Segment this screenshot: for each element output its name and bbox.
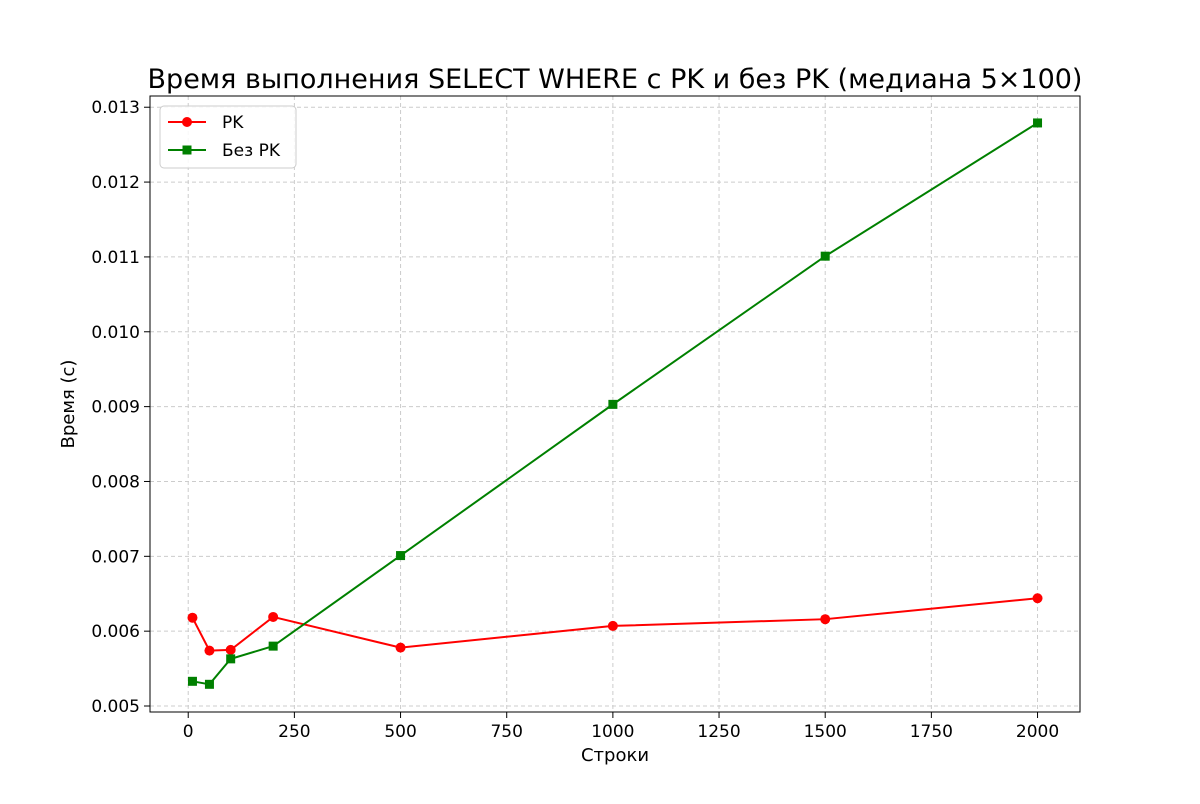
y-tick-label: 0.012 [91, 173, 140, 193]
data-point [268, 641, 278, 651]
y-axis-ticks: 0.005 0.006 0.007 0.008 0.009 0.010 0.011 0.012… [91, 98, 150, 717]
x-axis-ticks: 0 250 500 750 1000 1250 1500 1750 2000 [183, 712, 1059, 742]
data-point [1032, 593, 1043, 604]
x-tick-label: 1500 [804, 722, 847, 742]
data-point [607, 620, 618, 631]
data-point [395, 642, 406, 653]
x-tick-label: 1000 [591, 722, 634, 742]
x-tick-label: 250 [278, 722, 310, 742]
data-point [187, 676, 197, 686]
data-point [820, 614, 831, 625]
data-point [187, 612, 198, 623]
data-point [820, 251, 830, 261]
legend-item: PK [168, 113, 244, 133]
data-point [204, 645, 215, 656]
chart-title: Время выполнения SELECT WHERE с PK и без… [148, 64, 1083, 95]
data-point [226, 654, 236, 664]
x-tick-label: 2000 [1016, 722, 1059, 742]
data-point [225, 644, 236, 655]
series-1 [187, 118, 1043, 689]
legend-marker [182, 145, 192, 155]
x-tick-label: 1250 [697, 722, 740, 742]
y-axis-label: Время (с) [58, 360, 79, 449]
data-point [268, 611, 279, 622]
data-point [396, 551, 406, 561]
plot-area-frame [149, 95, 1081, 713]
x-axis-label: Строки [581, 745, 649, 766]
y-tick-label: 0.006 [91, 622, 140, 642]
y-tick-label: 0.008 [91, 472, 140, 492]
y-tick-label: 0.013 [91, 98, 140, 118]
x-tick-label: 1750 [910, 722, 953, 742]
legend-label: Без PK [222, 141, 281, 161]
legend-marker [182, 117, 192, 127]
x-tick-label: 0 [183, 722, 194, 742]
legend: PK Без PK [159, 105, 297, 169]
legend-label: PK [222, 113, 244, 133]
data-point [608, 399, 618, 409]
legend-item: Без PK [168, 141, 281, 161]
y-tick-label: 0.005 [91, 697, 140, 717]
data-point [1033, 118, 1043, 128]
y-tick-label: 0.009 [91, 398, 140, 418]
x-tick-label: 500 [384, 722, 416, 742]
y-tick-label: 0.010 [91, 323, 140, 343]
series-0 [187, 593, 1043, 656]
y-tick-label: 0.007 [91, 547, 140, 567]
data-point [204, 679, 214, 689]
x-tick-label: 750 [490, 722, 522, 742]
series-layer [187, 118, 1043, 689]
y-tick-label: 0.011 [91, 248, 140, 268]
